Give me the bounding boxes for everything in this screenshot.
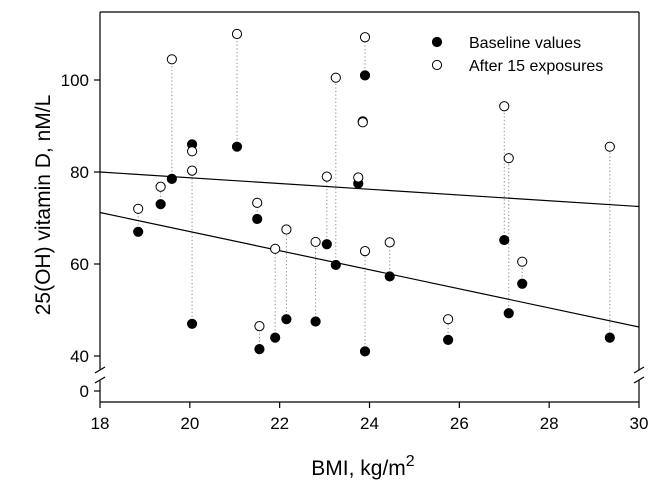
after-point-14: [357, 117, 368, 128]
after-point-18: [443, 314, 454, 325]
baseline-point-20: [503, 308, 514, 319]
baseline-point-5: [231, 141, 243, 152]
after-point-10: [310, 236, 321, 248]
baseline-point-15: [359, 70, 371, 81]
x-axis-title-text: BMI, kg/m: [311, 457, 406, 480]
x-tick-label-26: 26: [450, 414, 469, 433]
baseline-point-9: [281, 314, 292, 325]
data-markers: [133, 28, 615, 357]
connector-lines: [137, 34, 611, 352]
y-tick-label-0: 0: [80, 382, 89, 401]
baseline-point-2: [166, 173, 177, 184]
legend-marker-1: [431, 59, 443, 71]
x-axis-title-superscript: 2: [406, 453, 415, 470]
baseline-point-16: [359, 346, 371, 357]
after-point-5: [231, 28, 243, 40]
x-tick-label-20: 20: [180, 414, 199, 433]
x-tick-label-18: 18: [91, 414, 110, 433]
axis-break-mark-left-1: [94, 366, 106, 374]
baseline-point-11: [321, 239, 332, 250]
baseline-point-10: [310, 316, 321, 327]
x-tick-label-22: 22: [270, 414, 289, 433]
after-point-9: [281, 224, 292, 235]
y-tick-label-40: 40: [70, 347, 89, 366]
baseline-point-1: [155, 199, 166, 210]
y-tick-label-100: 100: [61, 71, 89, 90]
after-point-13: [353, 172, 364, 183]
baseline-point-12: [330, 259, 341, 271]
regression-line-1: [99, 171, 640, 208]
after-point-8: [270, 243, 281, 254]
baseline-point-4: [186, 318, 198, 329]
regression-lines: [99, 171, 640, 328]
x-tick-label-28: 28: [540, 414, 559, 433]
axis-break-mark-left-2: [94, 376, 106, 384]
x-axis-title: BMI, kg/m2: [311, 453, 415, 480]
x-tick-label-30: 30: [630, 414, 649, 433]
baseline-point-22: [604, 332, 615, 343]
x-tick-label-24: 24: [360, 414, 379, 433]
after-point-20: [503, 153, 514, 164]
axis-break-mark-right-1: [633, 366, 645, 374]
after-point-21: [517, 256, 528, 267]
baseline-point-18: [443, 334, 454, 345]
baseline-point-6: [252, 213, 263, 225]
legend-label-1: After 15 exposures: [469, 58, 603, 75]
y-tick-label-60: 60: [70, 255, 89, 274]
after-point-2: [166, 54, 177, 65]
legend-label-0: Baseline values: [469, 35, 581, 52]
after-point-16: [359, 246, 371, 257]
after-point-15: [359, 32, 371, 43]
after-point-7: [254, 321, 265, 332]
after-point-1: [155, 181, 166, 192]
regression-line-0: [99, 211, 640, 328]
after-point-4: [186, 165, 198, 176]
after-point-0: [133, 203, 144, 214]
baseline-point-8: [270, 332, 281, 343]
after-point-11: [321, 171, 332, 182]
after-point-6: [252, 197, 263, 208]
after-point-22: [604, 141, 615, 152]
baseline-point-19: [499, 234, 510, 246]
baseline-point-21: [517, 278, 528, 289]
after-point-3: [186, 146, 198, 157]
baseline-point-7: [254, 344, 265, 355]
axes: 18 20 22 24 26 28 30 0 40 60 80 100: [61, 11, 649, 433]
y-axis-title: 25(OH) vitamin D, nM/L: [32, 95, 55, 316]
axis-break-mark-right-2: [633, 376, 645, 384]
baseline-point-0: [133, 226, 144, 237]
after-point-19: [499, 101, 510, 112]
legend-marker-0: [431, 36, 443, 48]
after-point-17: [384, 237, 395, 248]
legend: Baseline values After 15 exposures: [431, 35, 603, 75]
y-tick-label-80: 80: [70, 163, 89, 182]
baseline-point-17: [384, 271, 395, 282]
after-point-12: [330, 72, 341, 83]
